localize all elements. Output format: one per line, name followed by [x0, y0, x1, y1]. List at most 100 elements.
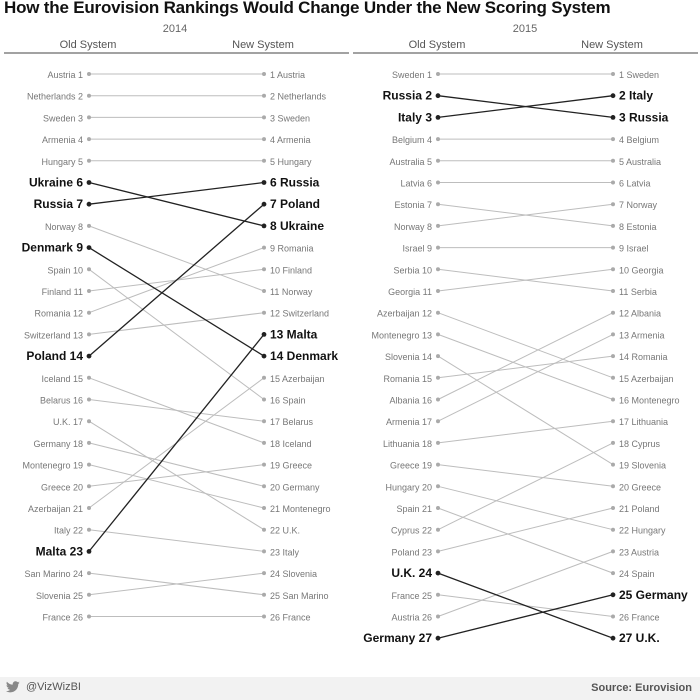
new-rank-label: 24 Slovenia: [270, 569, 317, 579]
old-rank-label: Hungary 5: [41, 157, 83, 167]
year-label-2014: 2014: [163, 23, 187, 35]
slope-line-0-Poland: [88, 203, 265, 357]
new-rank-label: 13 Armenia: [619, 330, 665, 340]
slope-line-0-Belarus: [88, 399, 265, 422]
new-rank-label: 24 Spain: [619, 569, 655, 579]
old-point: [86, 549, 92, 554]
new-rank-label: 12 Albania: [619, 309, 661, 319]
old-rank-label: U.K. 17: [53, 417, 83, 427]
new-rank-label: 8 Estonia: [619, 222, 657, 232]
old-rank-label: Greece 20: [41, 482, 83, 492]
new-rank-label: 5 Australia: [619, 157, 661, 167]
old-rank-label: Italy 22: [54, 526, 83, 536]
slope-line-1-Georgia: [437, 268, 614, 292]
slope-line-1-Germany: [437, 594, 614, 639]
old-point: [435, 115, 441, 120]
old-rank-label: Germany 18: [33, 439, 83, 449]
new-rank-label: 1 Sweden: [619, 70, 659, 80]
old-rank-label: Germany 27: [363, 631, 432, 645]
old-point: [435, 635, 441, 641]
old-point: [436, 289, 440, 293]
old-rank-label: Sweden 1: [392, 70, 432, 80]
slope-line-1-U.K.: [437, 572, 614, 639]
new-rank-label: 7 Norway: [619, 200, 658, 210]
slope-line-1-Poland: [437, 507, 614, 552]
slope-line-0-Spain: [88, 268, 265, 400]
old-point: [87, 72, 91, 76]
slope-line-0-Greece: [88, 464, 265, 487]
old-point: [436, 202, 440, 207]
new-rank-label: 14 Denmark: [270, 349, 338, 363]
new-rank-label: 13 Malta: [270, 327, 318, 341]
old-rank-label: Azerbaijan 21: [28, 504, 83, 514]
old-point: [436, 310, 440, 315]
source-text: Source: Eurovision: [591, 682, 692, 694]
slope-charts: 2014 Old System New System Austria 1 Netherl…: [4, 23, 698, 645]
new-rank-label: 2 Netherlands: [270, 92, 327, 102]
new-system-header: New System: [232, 39, 294, 51]
twitter-handle[interactable]: @VizWizBI: [6, 681, 81, 693]
new-point: [610, 592, 616, 598]
old-rank-label: Georgia 11: [388, 287, 432, 297]
old-point: [436, 72, 440, 76]
old-point: [436, 332, 440, 337]
old-point: [87, 158, 91, 163]
new-point: [262, 527, 266, 532]
old-point: [87, 462, 91, 467]
new-point: [611, 202, 615, 207]
slope-line-0-Ukraine: [88, 181, 265, 227]
old-point: [86, 353, 92, 359]
old-rank-label: Sweden 3: [43, 113, 83, 123]
new-point: [262, 484, 266, 489]
old-point: [436, 375, 440, 380]
new-point: [611, 462, 615, 467]
old-point: [436, 592, 440, 597]
new-point: [262, 245, 266, 250]
new-point: [261, 201, 267, 207]
new-point: [262, 375, 266, 380]
old-rank-label: Romania 15: [383, 374, 432, 384]
old-rank-label: Montenegro 13: [371, 330, 432, 340]
new-rank-label: 4 Belgium: [619, 135, 659, 145]
new-point: [611, 137, 615, 142]
new-rank-label: 20 Germany: [270, 482, 320, 492]
new-rank-label: 5 Hungary: [270, 157, 312, 167]
new-point: [262, 158, 266, 163]
old-point: [87, 223, 91, 228]
old-point: [87, 115, 91, 120]
slope-line-0-Slovenia: [88, 572, 265, 596]
handle-text: @VizWizBI: [26, 681, 81, 693]
new-point: [611, 440, 615, 445]
new-point: [262, 462, 266, 467]
old-rank-label: Albania 16: [389, 396, 432, 406]
new-point: [610, 115, 616, 120]
new-rank-label: 15 Azerbaijan: [270, 374, 325, 384]
old-point: [436, 506, 440, 510]
old-point: [436, 419, 440, 424]
new-rank-label: 26 France: [270, 613, 311, 623]
new-point: [262, 267, 266, 272]
new-point: [262, 93, 266, 98]
old-rank-label: Spain 10: [47, 265, 83, 275]
old-rank-label: Slovenia 14: [385, 352, 432, 362]
new-rank-label: 19 Greece: [270, 461, 312, 471]
new-point: [611, 289, 615, 293]
slope-line-0-Germany: [88, 442, 265, 487]
old-point: [436, 614, 440, 619]
new-point: [262, 571, 266, 576]
new-point: [261, 332, 267, 337]
year-label-2015: 2015: [513, 23, 537, 35]
new-system-header: New System: [581, 39, 643, 51]
slope-line-1-Slovenia: [437, 355, 614, 466]
new-rank-label: 7 Poland: [270, 197, 320, 211]
new-point: [611, 72, 615, 76]
old-rank-label: Montenegro 19: [22, 461, 83, 471]
new-rank-label: 9 Israel: [619, 244, 649, 254]
old-point: [436, 180, 440, 185]
new-point: [611, 267, 615, 272]
old-point: [436, 527, 440, 532]
new-rank-label: 26 France: [619, 613, 660, 623]
new-rank-label: 3 Russia: [619, 110, 669, 124]
new-point: [262, 592, 266, 597]
old-rank-label: Belgium 4: [392, 135, 432, 145]
